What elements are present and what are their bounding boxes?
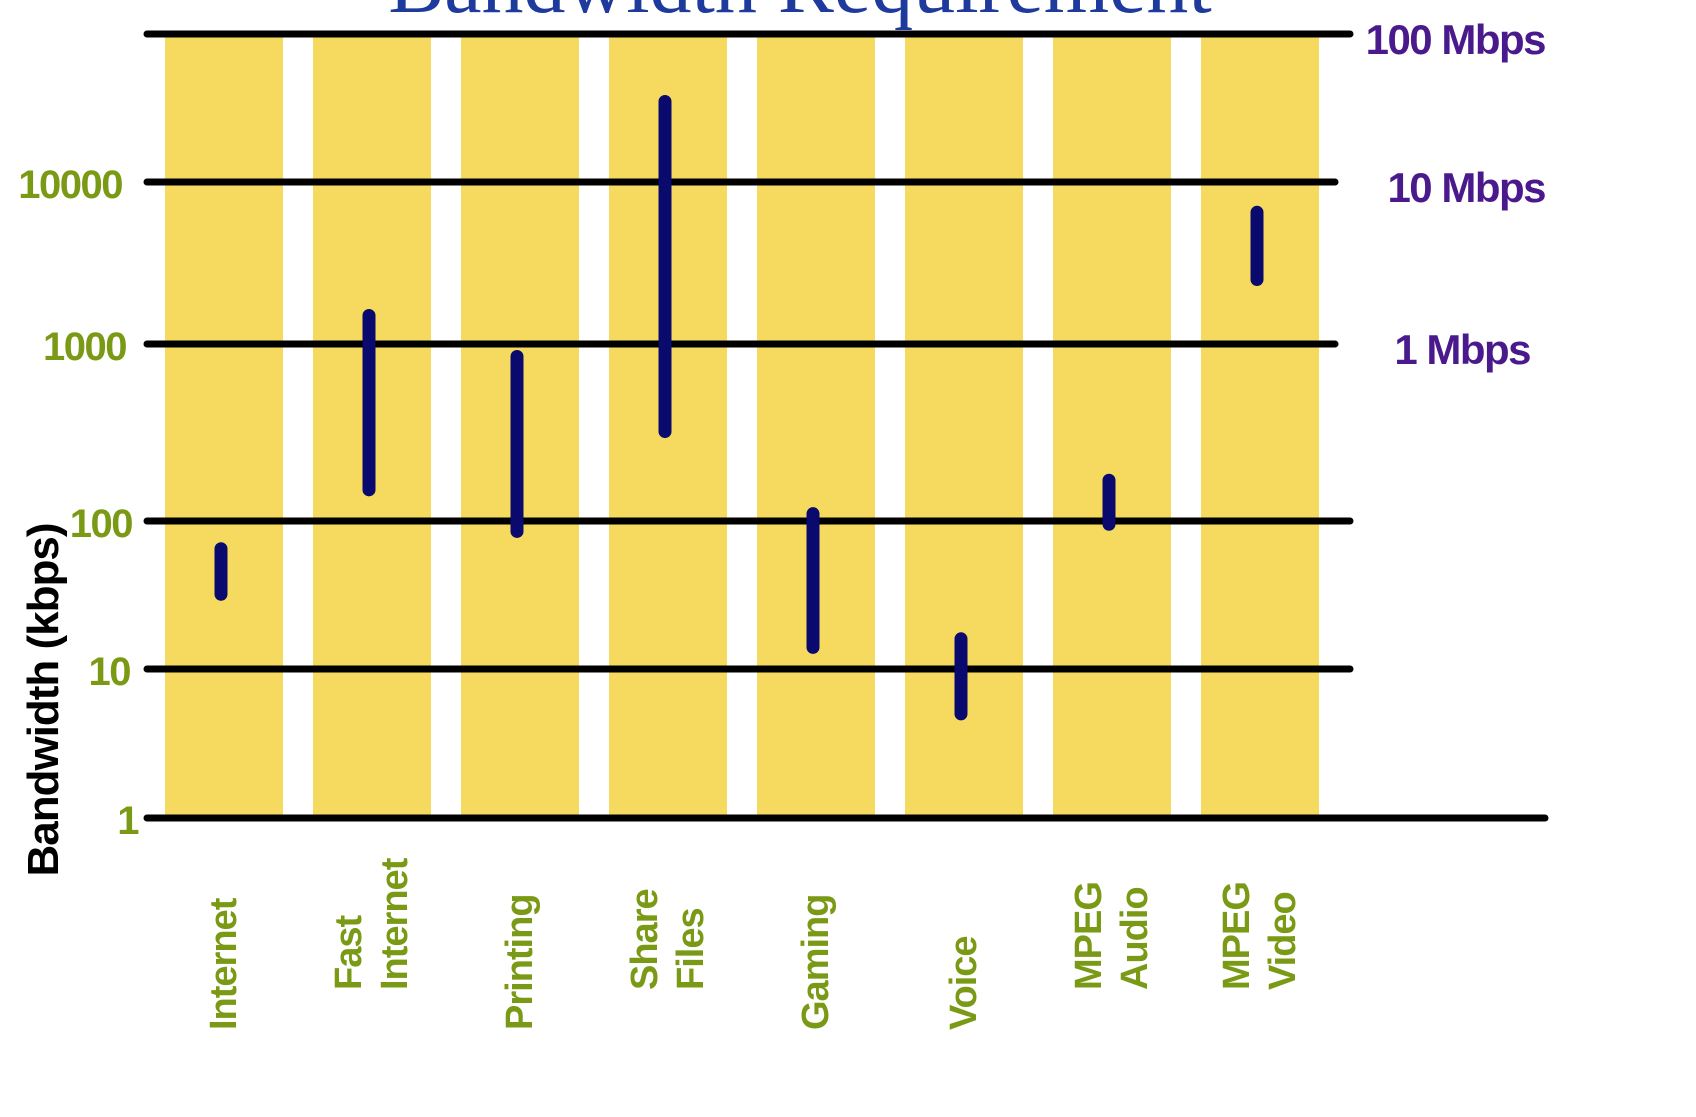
column-backgrounds (165, 34, 1319, 818)
right-tick-label: 100 Mbps (1366, 16, 1546, 63)
column-background (757, 34, 875, 818)
category-label: Internet (374, 857, 416, 990)
left-tick-label: 10000 (18, 163, 122, 207)
category-label: Share (624, 889, 666, 990)
gridlines (143, 30, 1549, 822)
right-axis-ticks: 1 Mbps 10 Mbps 100 Mbps (1366, 16, 1547, 373)
category-label: Audio (1114, 887, 1156, 990)
category-label: Files (670, 908, 712, 990)
category-label: Internet (203, 897, 245, 1030)
left-axis-ticks: 1 10 100 1000 10000 (18, 163, 140, 843)
category-label: Fast (328, 915, 370, 990)
category-label: Printing (499, 894, 541, 1030)
column-background (1053, 34, 1171, 818)
category-label: Voice (943, 936, 985, 1030)
category-label: Gaming (795, 895, 837, 1030)
column-background (165, 34, 283, 818)
right-tick-label: 1 Mbps (1394, 326, 1530, 373)
category-label: Video (1262, 892, 1304, 990)
category-label: MPEG (1216, 882, 1258, 990)
left-tick-label: 1 (117, 799, 139, 843)
category-labels: Internet Fast Internet Printing Share Files Ga… (203, 857, 1304, 1030)
range-bars (214, 94, 1264, 721)
column-background (1201, 34, 1319, 818)
category-label: MPEG (1068, 882, 1110, 990)
chart-title: Bandwidth Requirement (388, 0, 1212, 31)
left-tick-label: 1000 (43, 325, 126, 369)
left-tick-label: 10 (89, 650, 131, 694)
right-tick-label: 10 Mbps (1387, 164, 1545, 211)
left-tick-label: 100 (70, 502, 132, 546)
y-axis-label: Bandwidth (kbps) (19, 523, 68, 876)
